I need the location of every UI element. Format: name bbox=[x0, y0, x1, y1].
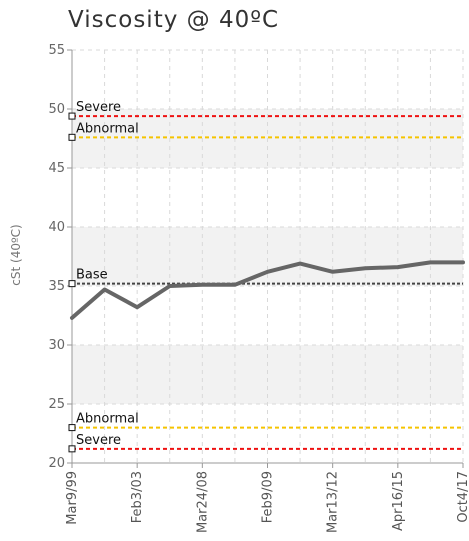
y-tick-label-25: 25 bbox=[48, 397, 65, 412]
x-tick-labels: Mar9/99 Feb3/03 Mar24/08 Feb9/09 Mar13/12 Apr… bbox=[65, 471, 469, 533]
reference-marker-0 bbox=[68, 112, 76, 120]
y-tick-label-20: 20 bbox=[48, 456, 65, 471]
reference-label-4: Severe bbox=[76, 433, 121, 448]
reference-marker-2 bbox=[68, 280, 76, 288]
reference-label-0: Severe bbox=[76, 100, 121, 115]
x-tick-label-0: Mar9/99 bbox=[65, 471, 80, 525]
reference-label-2: Base bbox=[76, 268, 108, 283]
background-bands bbox=[72, 109, 463, 404]
y-tick-labels: 20 25 30 35 40 45 50 55 bbox=[48, 43, 65, 471]
reference-marker-4 bbox=[68, 445, 76, 453]
x-tick-label-1: Feb3/03 bbox=[130, 471, 145, 523]
x-tick-label-6: Oct4/17 bbox=[456, 471, 469, 523]
reference-lines: Severe Abnormal Base Abnormal Severe bbox=[68, 100, 463, 453]
reference-label-1: Abnormal bbox=[76, 121, 139, 136]
reference-marker-1 bbox=[68, 133, 76, 141]
x-tick-label-4: Mar13/12 bbox=[326, 471, 341, 533]
reference-label-3: Abnormal bbox=[76, 412, 139, 427]
grid-lines bbox=[72, 49, 464, 463]
y-tick-label-30: 30 bbox=[48, 338, 65, 353]
y-axis-label: cSt (40ºC) bbox=[9, 224, 23, 285]
y-tick-label-55: 55 bbox=[48, 43, 65, 58]
x-tick-label-2: Mar24/08 bbox=[195, 471, 210, 533]
series-line-0 bbox=[70, 260, 465, 320]
reference-marker-3 bbox=[68, 424, 76, 432]
x-tick-label-5: Apr16/15 bbox=[391, 471, 406, 531]
y-tick-label-35: 35 bbox=[48, 279, 65, 294]
chart-title: Viscosity @ 40ºC bbox=[68, 7, 279, 33]
y-tick-label-45: 45 bbox=[48, 161, 65, 176]
y-tick-label-50: 50 bbox=[48, 102, 65, 117]
y-tick-label-40: 40 bbox=[48, 220, 65, 235]
series-group bbox=[70, 260, 465, 320]
x-tick-label-3: Feb9/09 bbox=[261, 471, 276, 523]
